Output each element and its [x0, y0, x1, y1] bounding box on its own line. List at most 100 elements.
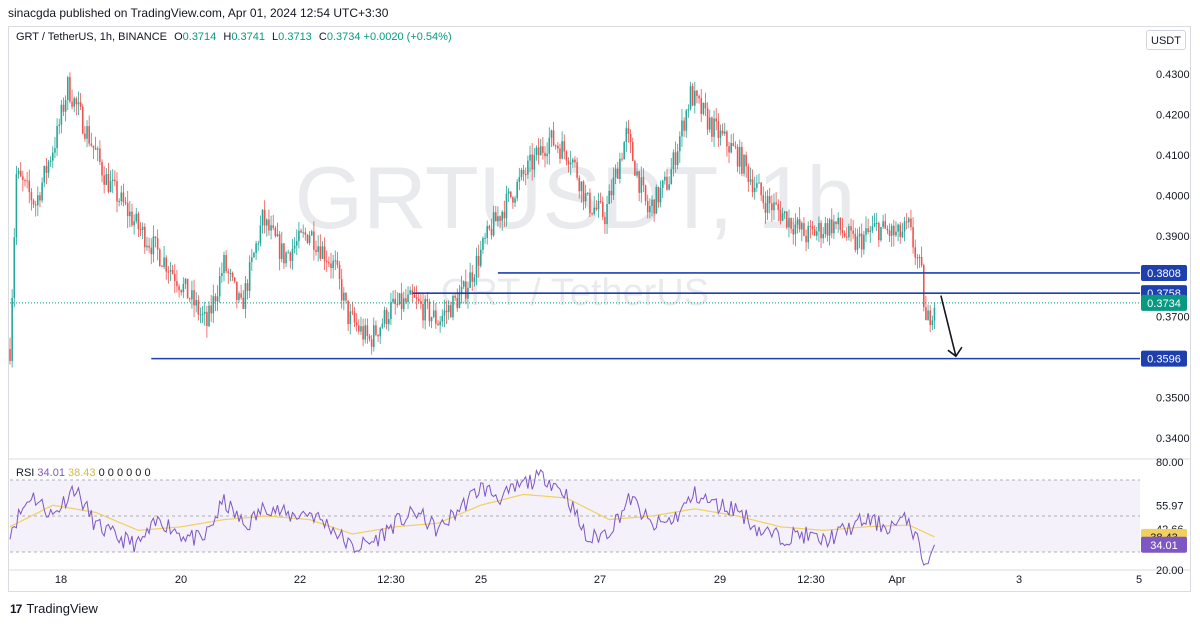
candle-body: [646, 200, 649, 213]
candle-body: [58, 124, 61, 127]
candle-body: [460, 286, 463, 295]
candle-body: [71, 101, 73, 107]
candle-body: [721, 130, 724, 134]
candle-body: [563, 141, 566, 152]
candle-body: [407, 294, 409, 303]
candle-body: [672, 152, 675, 170]
candle-body: [349, 311, 352, 324]
candle-body: [90, 143, 93, 146]
price-tick-label: 0.3400: [1156, 433, 1190, 445]
close-value: 0.3734: [326, 31, 361, 43]
candle-body: [865, 228, 867, 235]
candle-body: [216, 296, 219, 302]
candle-body: [931, 320, 934, 325]
price-tick-label: 0.4300: [1156, 69, 1190, 81]
candle-body: [259, 225, 262, 244]
candle-body: [417, 298, 420, 302]
candle-body: [507, 191, 510, 194]
candle-body: [81, 106, 84, 134]
rsi-legend-value: 34.01: [37, 467, 65, 479]
candle-body: [415, 297, 418, 299]
candle-body: [381, 323, 384, 328]
candle-body: [674, 152, 677, 166]
candle-body: [497, 216, 499, 222]
level-price-badge: [1141, 350, 1187, 367]
candle-body: [764, 203, 767, 213]
candle-body: [171, 269, 174, 274]
candle-body: [781, 213, 784, 221]
candle-body: [79, 102, 82, 107]
time-tick-label: 3: [1016, 574, 1022, 586]
candle-body: [165, 257, 168, 272]
candle-body: [24, 180, 26, 182]
candle-body: [488, 225, 491, 229]
time-tick-label: 12:30: [797, 574, 825, 586]
candle-body: [387, 319, 390, 325]
candle-body: [582, 181, 585, 202]
candle-body: [114, 179, 116, 182]
candle-body: [244, 283, 247, 309]
candle-body: [666, 176, 668, 190]
candle-body: [766, 196, 769, 213]
candle-body: [191, 290, 193, 300]
candle-body: [332, 260, 334, 269]
candle-body: [32, 200, 35, 205]
time-tick-label: 22: [294, 574, 306, 586]
candle-body: [878, 222, 880, 241]
candle-body: [696, 90, 698, 97]
candle-body: [398, 293, 401, 305]
candle-body: [843, 233, 846, 237]
candle-body: [807, 226, 810, 243]
candle-body: [723, 131, 726, 134]
candle-body: [623, 142, 625, 160]
candle-body: [604, 216, 606, 225]
candle-body: [276, 234, 279, 237]
candle-body: [854, 233, 857, 250]
candle-body: [509, 191, 512, 198]
price-axis: 0.3400 0.3500 0.3700 0.3900 0.4000 0.4100 0.42…: [1141, 69, 1190, 577]
candle-body: [233, 277, 236, 282]
candle-body: [146, 245, 148, 248]
candle-body: [625, 128, 628, 143]
candle-body: [486, 225, 489, 238]
candle-body: [137, 213, 140, 230]
candle-body: [518, 176, 521, 182]
candle-body: [370, 339, 373, 347]
candle-body: [544, 152, 546, 157]
candle-body: [251, 257, 253, 262]
candle-body: [869, 230, 872, 232]
arrow-head: [947, 346, 963, 358]
high-value: 0.3741: [231, 31, 265, 43]
candle-body: [129, 211, 131, 217]
candle-body: [494, 212, 497, 222]
candle-body: [893, 225, 895, 236]
price-tick-label: 0.4100: [1156, 150, 1190, 162]
candle-body: [886, 228, 889, 231]
candle-body: [330, 263, 332, 269]
candle-body: [771, 203, 773, 211]
candle-body: [203, 311, 206, 314]
candle-body: [255, 243, 257, 253]
candle-body: [214, 296, 217, 302]
candle-body: [323, 246, 326, 261]
footer-brand[interactable]: 17 TradingView: [10, 601, 98, 616]
candle-body: [792, 228, 795, 235]
candle-body: [884, 221, 887, 229]
candle-body: [373, 325, 375, 347]
candle-body: [150, 247, 153, 255]
candle-body: [375, 325, 377, 335]
candle-body: [94, 147, 97, 150]
candle-body: [116, 181, 118, 202]
currency-button[interactable]: USDT: [1146, 30, 1186, 50]
candle-body: [28, 180, 31, 193]
candle-body: [587, 192, 589, 194]
candle-body: [432, 310, 435, 318]
candle-body: [304, 232, 307, 235]
current-price-badge: [1141, 294, 1187, 311]
candle-body: [668, 184, 670, 190]
rsi-tick-label: 55.97: [1156, 500, 1184, 512]
symbol-label[interactable]: GRT / TetherUS, 1h, BINANCE: [16, 31, 168, 43]
rsi-name[interactable]: RSI: [16, 467, 35, 479]
candle-body: [704, 102, 707, 109]
